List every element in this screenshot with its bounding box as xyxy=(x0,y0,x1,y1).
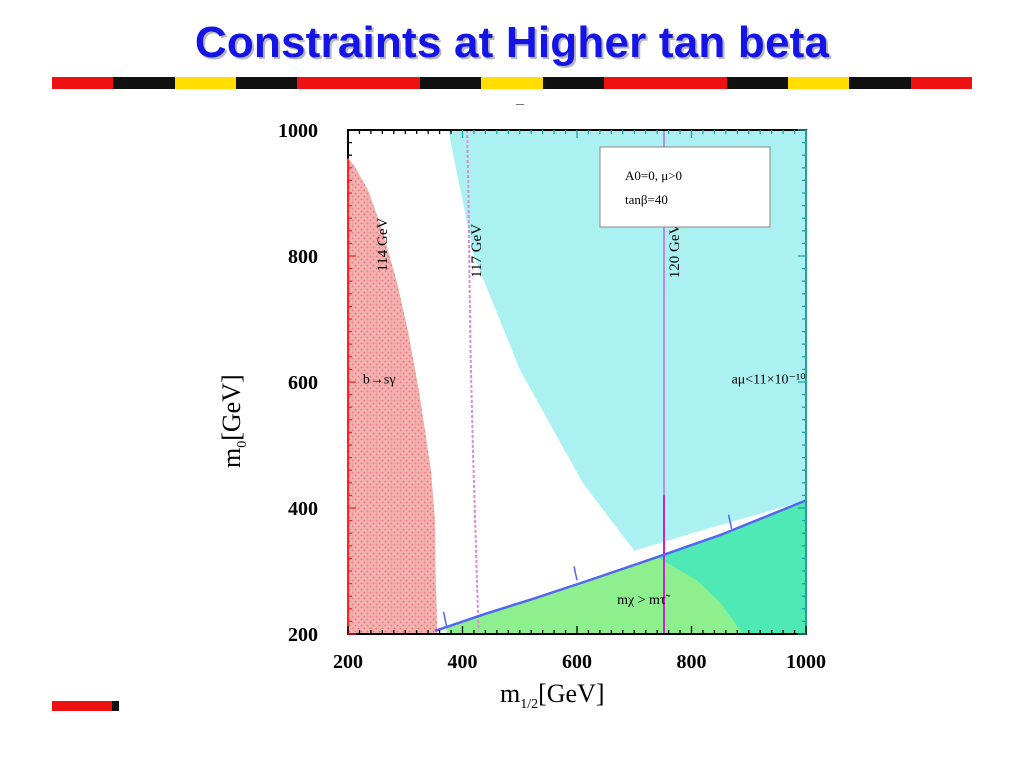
axis-ticks xyxy=(347,129,807,635)
annotation-label: mχ > mτ̃ xyxy=(617,593,671,608)
y-tick-label: 600 xyxy=(288,372,318,394)
annotation-label: 120 GeV xyxy=(667,224,683,279)
title-stripe-bar xyxy=(52,77,972,89)
y-tick-label: 400 xyxy=(288,498,318,520)
annotation-label: b→sγ xyxy=(363,372,396,387)
boundary-tick xyxy=(442,611,448,626)
small-dash-mark xyxy=(516,104,524,105)
curve-117-gev xyxy=(466,129,480,631)
stripe-segment xyxy=(419,77,482,89)
stripe-segment xyxy=(174,77,236,89)
boundary-tick xyxy=(573,566,578,581)
y-tick-label: 200 xyxy=(288,624,318,646)
region-bsgamma xyxy=(348,158,438,634)
axis-tick-labels: 200 400 600 800 1000 200 400 600 800 1000 xyxy=(278,120,826,673)
stripe-segment xyxy=(910,77,972,89)
curve-boundary xyxy=(434,499,807,633)
stripe-segment xyxy=(603,77,666,89)
stripe-segment xyxy=(113,77,175,89)
region-amu xyxy=(448,130,806,551)
y-tick-label: 800 xyxy=(288,246,318,268)
legend-box: A0=0, μ>0 tanβ=40 xyxy=(599,146,771,228)
annotation-label: aμ<11×10⁻¹⁰ xyxy=(732,372,807,387)
stripe-segment xyxy=(542,77,604,89)
x-tick-label: 1000 xyxy=(786,651,826,673)
stripe-segment xyxy=(481,77,543,89)
stripe-segment xyxy=(235,77,298,89)
x-axis-label-main: m xyxy=(500,679,520,708)
x-axis-label-unit: [GeV] xyxy=(538,679,604,708)
boundary-tick xyxy=(727,514,733,529)
x-tick-label: 400 xyxy=(448,651,478,673)
y-axis-label: m0[GeV] xyxy=(217,374,250,468)
region-stau-lsp xyxy=(446,500,806,634)
annotation-label: 114 GeV xyxy=(375,217,391,271)
legend-line-2: tanβ=40 xyxy=(625,192,668,207)
y-axis-label-main: m xyxy=(217,448,246,468)
footer-black-mark xyxy=(112,701,119,711)
stripe-segment xyxy=(849,77,911,89)
region-overlap xyxy=(657,500,806,634)
x-tick-label: 800 xyxy=(677,651,707,673)
y-axis-label-unit: [GeV] xyxy=(217,374,246,440)
slide-title: Constraints at Higher tan beta xyxy=(194,18,830,67)
stripe-segment xyxy=(297,77,359,89)
x-axis-label: m1/2[GeV] xyxy=(500,679,605,712)
x-tick-label: 200 xyxy=(333,651,363,673)
x-tick-label: 600 xyxy=(562,651,592,673)
stripe-segment xyxy=(726,77,788,89)
chart-annotations: 114 GeV 117 GeV 120 GeV b→sγ aμ<11×10⁻¹⁰ mχ >… xyxy=(363,217,806,607)
stripe-segment xyxy=(787,77,850,89)
stripe-segment xyxy=(358,77,420,89)
y-tick-label: 1000 xyxy=(278,120,318,142)
excluded-regions xyxy=(348,130,806,634)
y-axis-label-sub: 0 xyxy=(235,441,250,448)
x-axis-label-sub: 1/2 xyxy=(520,697,538,712)
annotation-label: 117 GeV xyxy=(469,224,485,278)
footer-red-mark xyxy=(52,701,114,711)
stripe-segment xyxy=(665,77,727,89)
legend-line-1: A0=0, μ>0 xyxy=(625,168,682,183)
stripe-segment xyxy=(52,77,114,89)
